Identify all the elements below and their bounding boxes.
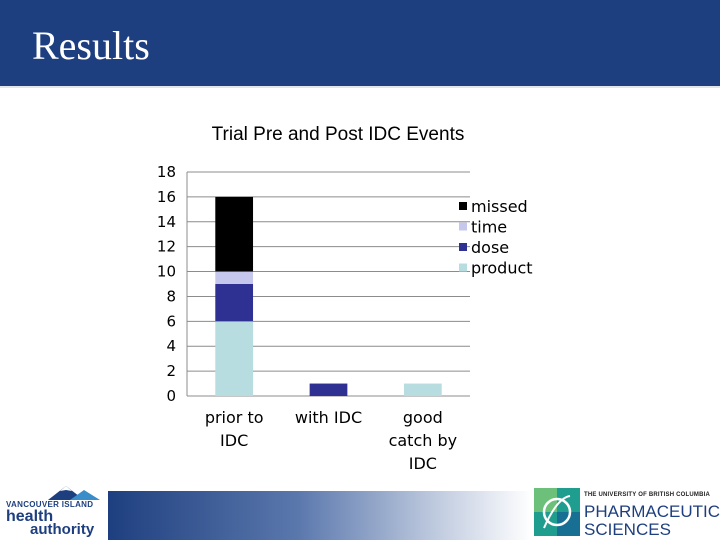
vancouver-island-health-authority-logo: VANCOUVER ISLAND health authority (4, 484, 108, 540)
x-category-label: with IDC (295, 408, 362, 427)
bar-segment-time (215, 271, 254, 284)
legend-swatch-dose (459, 243, 467, 251)
bar-segment-dose (309, 383, 348, 396)
bar-segment-product (215, 321, 254, 396)
x-axis-categories: prior to IDC with IDC good catch by IDC (205, 408, 457, 473)
logo-text-sciences: SCIENCES (584, 520, 671, 539)
legend-label-missed: missed (471, 197, 528, 216)
bar-segment-missed (215, 196, 254, 272)
x-category-label: prior to IDC (205, 408, 264, 450)
mountain-icon (48, 486, 100, 500)
legend-label-product: product (471, 259, 533, 278)
legend-label-dose: dose (471, 238, 509, 257)
header-divider (0, 86, 720, 88)
y-tick-label: 6 (166, 312, 176, 330)
logo-text-authority: authority (30, 521, 95, 538)
logo-text-university: THE UNIVERSITY OF BRITISH COLUMBIA (584, 492, 711, 498)
y-tick-label: 16 (157, 188, 176, 206)
x-category-label: good catch by IDC (389, 408, 458, 473)
slide-title: Results (32, 23, 150, 68)
bar-segment-dose (215, 284, 254, 322)
legend-swatch-product (459, 263, 467, 272)
y-tick-label: 8 (166, 287, 176, 305)
y-tick-label: 12 (157, 238, 176, 256)
logo-text-pharmaceutical: PHARMACEUTICAL (584, 502, 720, 521)
chart-title: Trial Pre and Post IDC Events (212, 124, 465, 145)
y-tick-label: 2 (166, 362, 176, 380)
stacked-bar-chart: Trial Pre and Post IDC Events 18 16 14 12 10… (157, 124, 533, 473)
bars (215, 196, 442, 396)
legend-swatch-missed (459, 202, 467, 210)
footer-gradient-band (108, 491, 532, 540)
logo-text-vancouver-island: VANCOUVER ISLAND (6, 500, 94, 509)
y-axis-ticks: 18 16 14 12 10 8 6 4 2 0 (157, 163, 176, 405)
y-tick-label: 4 (166, 337, 176, 355)
bar-segment-product (403, 383, 442, 396)
legend-label-time: time (471, 218, 507, 237)
header-banner: Results (0, 0, 720, 86)
ubc-pharmaceutical-sciences-logo: THE UNIVERSITY OF BRITISH COLUMBIA PHARM… (532, 486, 720, 540)
legend-swatch-time (459, 222, 467, 231)
y-tick-label: 0 (166, 387, 176, 405)
logo-text-health: health (6, 508, 54, 525)
ubc-emblem-icon (534, 488, 580, 536)
y-tick-label: 14 (157, 213, 176, 231)
y-tick-label: 18 (157, 163, 176, 181)
y-tick-label: 10 (157, 263, 176, 281)
